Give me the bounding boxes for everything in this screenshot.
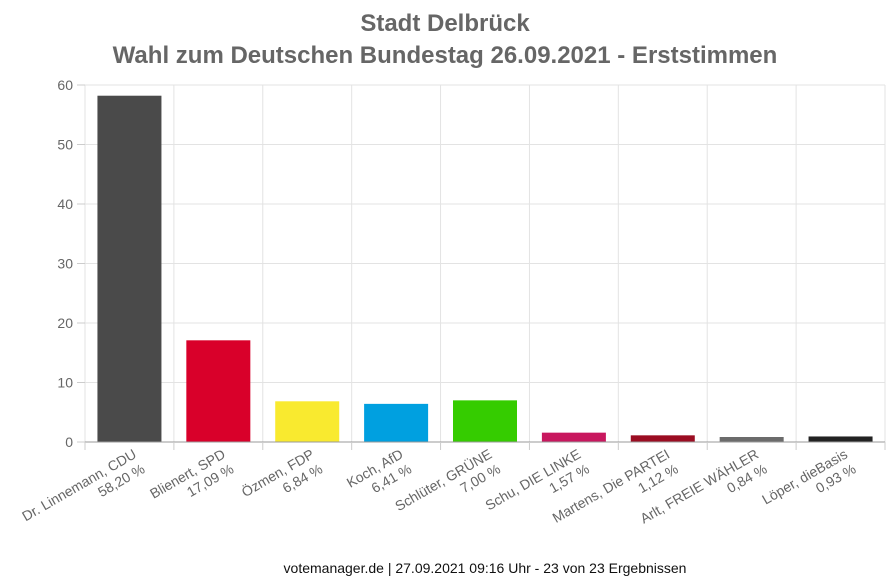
y-tick-label: 60 (57, 77, 73, 93)
y-axis-ticks: 0 10 20 30 40 50 60 (57, 77, 85, 450)
bar (186, 340, 251, 442)
y-tick-label: 10 (57, 375, 73, 391)
bar (364, 403, 429, 442)
bar (719, 437, 784, 442)
bar (541, 432, 606, 442)
y-tick-label: 30 (57, 256, 73, 272)
x-category-label: Dr. Linnemann, CDU58,20 % (19, 446, 147, 539)
x-axis (84, 441, 886, 450)
x-category-label: Schu, DIE LINKE1,57 % (482, 446, 592, 528)
bar (453, 400, 517, 442)
x-axis-labels: Dr. Linnemann, CDU58,20 % Blienert, SPD17… (19, 445, 858, 539)
bar (808, 436, 873, 442)
bar (97, 95, 162, 443)
y-tick-label: 20 (57, 315, 73, 331)
chart-subtitle: Wahl zum Deutschen Bundestag 26.09.2021 … (112, 42, 778, 69)
bars (97, 95, 873, 443)
bar (630, 435, 695, 442)
chart-title: Stadt Delbrück (360, 10, 530, 37)
y-tick-label: 50 (57, 137, 73, 153)
y-tick-label: 40 (57, 196, 73, 212)
y-tick-label: 0 (65, 434, 73, 450)
footer-source: votemanager.de | 27.09.2021 09:16 Uhr - … (283, 560, 687, 576)
x-category-label: Özmen, FDP6,84 % (238, 445, 325, 515)
x-category-label: Löper, dieBasis0,93 % (759, 446, 858, 522)
bar (275, 401, 340, 442)
x-category-label: Schlüter, GRÜNE7,00 % (392, 445, 503, 529)
x-category-label: Blienert, SPD17,09 % (147, 446, 236, 517)
